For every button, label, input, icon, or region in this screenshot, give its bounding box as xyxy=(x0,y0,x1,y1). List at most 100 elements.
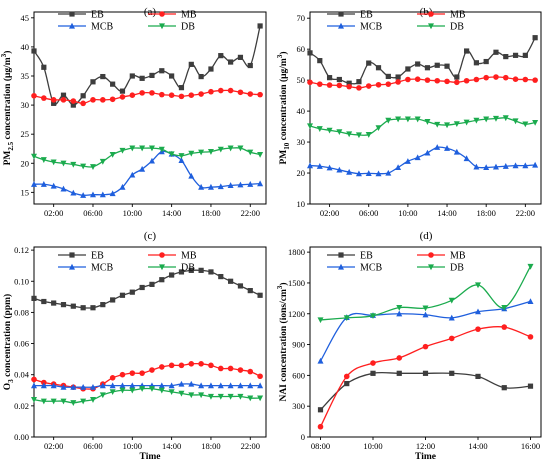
data-point-eb xyxy=(70,102,76,108)
data-point-eb xyxy=(149,281,155,287)
series-eb xyxy=(307,35,538,86)
data-point-eb xyxy=(188,267,194,273)
data-point-eb xyxy=(80,93,86,99)
data-point-eb xyxy=(110,297,116,303)
data-point-mb xyxy=(370,360,376,366)
legend: EB MB MCB DB xyxy=(327,251,466,274)
data-point-eb xyxy=(512,52,519,58)
data-point-mcb xyxy=(355,170,362,177)
data-point-eb xyxy=(208,66,214,72)
data-point-mb xyxy=(178,93,185,100)
data-point-mcb xyxy=(89,383,96,390)
legend: EB MB MCB DB xyxy=(58,10,197,33)
data-point-eb xyxy=(346,80,352,86)
data-point-mcb xyxy=(31,382,37,389)
x-tick-label: 02:00 xyxy=(44,208,63,218)
data-point-eb xyxy=(475,373,481,380)
data-point-mcb xyxy=(522,162,529,169)
data-point-mcb xyxy=(158,382,165,389)
data-point-eb xyxy=(129,289,135,295)
data-point-db xyxy=(60,398,67,405)
data-point-mb xyxy=(217,365,224,372)
data-point-eb xyxy=(247,62,253,69)
data-point-eb xyxy=(188,61,194,67)
legend-label: EB xyxy=(91,251,104,262)
data-point-eb xyxy=(307,50,313,56)
data-point-mb xyxy=(198,91,204,97)
data-point-eb xyxy=(317,58,323,64)
data-point-eb xyxy=(415,61,421,67)
data-point-db xyxy=(99,392,106,399)
data-point-eb xyxy=(228,278,234,284)
data-point-db xyxy=(188,150,195,157)
data-point-mb xyxy=(257,91,263,98)
data-point-eb xyxy=(139,75,145,81)
legend-label: EB xyxy=(360,10,373,21)
data-point-eb xyxy=(100,73,106,80)
data-point-mb xyxy=(365,83,372,89)
data-point-eb xyxy=(31,295,37,301)
data-point-eb xyxy=(90,79,96,85)
data-point-mb xyxy=(168,362,175,369)
data-point-db xyxy=(317,317,324,324)
data-point-mcb xyxy=(227,382,234,389)
data-point-mcb xyxy=(453,148,460,155)
y-tick-label: 40 xyxy=(21,42,30,52)
data-point-mb xyxy=(208,88,214,95)
data-point-mb xyxy=(139,370,145,376)
legend-swatch-marker xyxy=(428,11,434,17)
legend-label: DB xyxy=(181,22,195,33)
data-point-db xyxy=(527,263,534,270)
data-point-db xyxy=(343,315,350,322)
data-point-mcb xyxy=(217,382,224,389)
data-point-db xyxy=(370,313,376,320)
data-point-db xyxy=(198,149,205,156)
data-point-eb xyxy=(522,52,528,58)
data-point-db xyxy=(227,145,234,152)
data-point-mcb xyxy=(375,170,382,177)
data-point-db xyxy=(129,387,136,394)
data-point-db xyxy=(247,395,254,402)
data-point-mcb xyxy=(198,183,205,190)
data-point-eb xyxy=(356,79,362,85)
data-point-mb xyxy=(448,335,455,342)
data-point-mb xyxy=(119,94,126,100)
data-point-mb xyxy=(158,364,165,370)
x-tick-label: 08:00 xyxy=(311,441,330,451)
data-point-db xyxy=(453,121,460,127)
data-point-mcb xyxy=(60,383,67,390)
data-point-db xyxy=(532,119,539,126)
series-line-db xyxy=(33,387,261,404)
y-tick-label: 10 xyxy=(297,199,306,209)
data-point-eb xyxy=(208,269,214,275)
data-point-eb xyxy=(169,73,175,79)
data-point-db xyxy=(168,389,175,396)
data-point-eb xyxy=(100,302,106,308)
data-point-eb xyxy=(218,273,224,280)
data-point-db xyxy=(448,297,455,304)
y-tick-label: 20 xyxy=(21,158,30,168)
data-point-mb xyxy=(129,370,136,376)
y-tick-label: 0 xyxy=(301,432,305,442)
data-point-db xyxy=(40,157,47,163)
plot-frame xyxy=(309,246,542,438)
x-tick-label: 10:00 xyxy=(123,441,142,451)
data-point-mb xyxy=(463,77,470,84)
data-point-db xyxy=(148,386,155,392)
y-axis-label: PM2.5 concentration (μg/m3) xyxy=(0,51,15,166)
data-point-db xyxy=(139,386,146,392)
data-point-eb xyxy=(449,370,455,376)
x-tick-label: 18:00 xyxy=(476,208,495,218)
data-point-db xyxy=(434,121,441,128)
data-point-eb xyxy=(370,370,376,376)
data-point-mb xyxy=(188,92,195,98)
data-point-mcb xyxy=(404,158,411,164)
data-point-db xyxy=(70,400,77,406)
data-point-db xyxy=(60,160,67,167)
data-point-mb xyxy=(168,92,175,98)
data-point-eb xyxy=(159,277,165,283)
legend-swatch-marker xyxy=(159,264,165,271)
y-tick-label: 30 xyxy=(21,100,30,110)
data-point-mcb xyxy=(227,182,234,188)
